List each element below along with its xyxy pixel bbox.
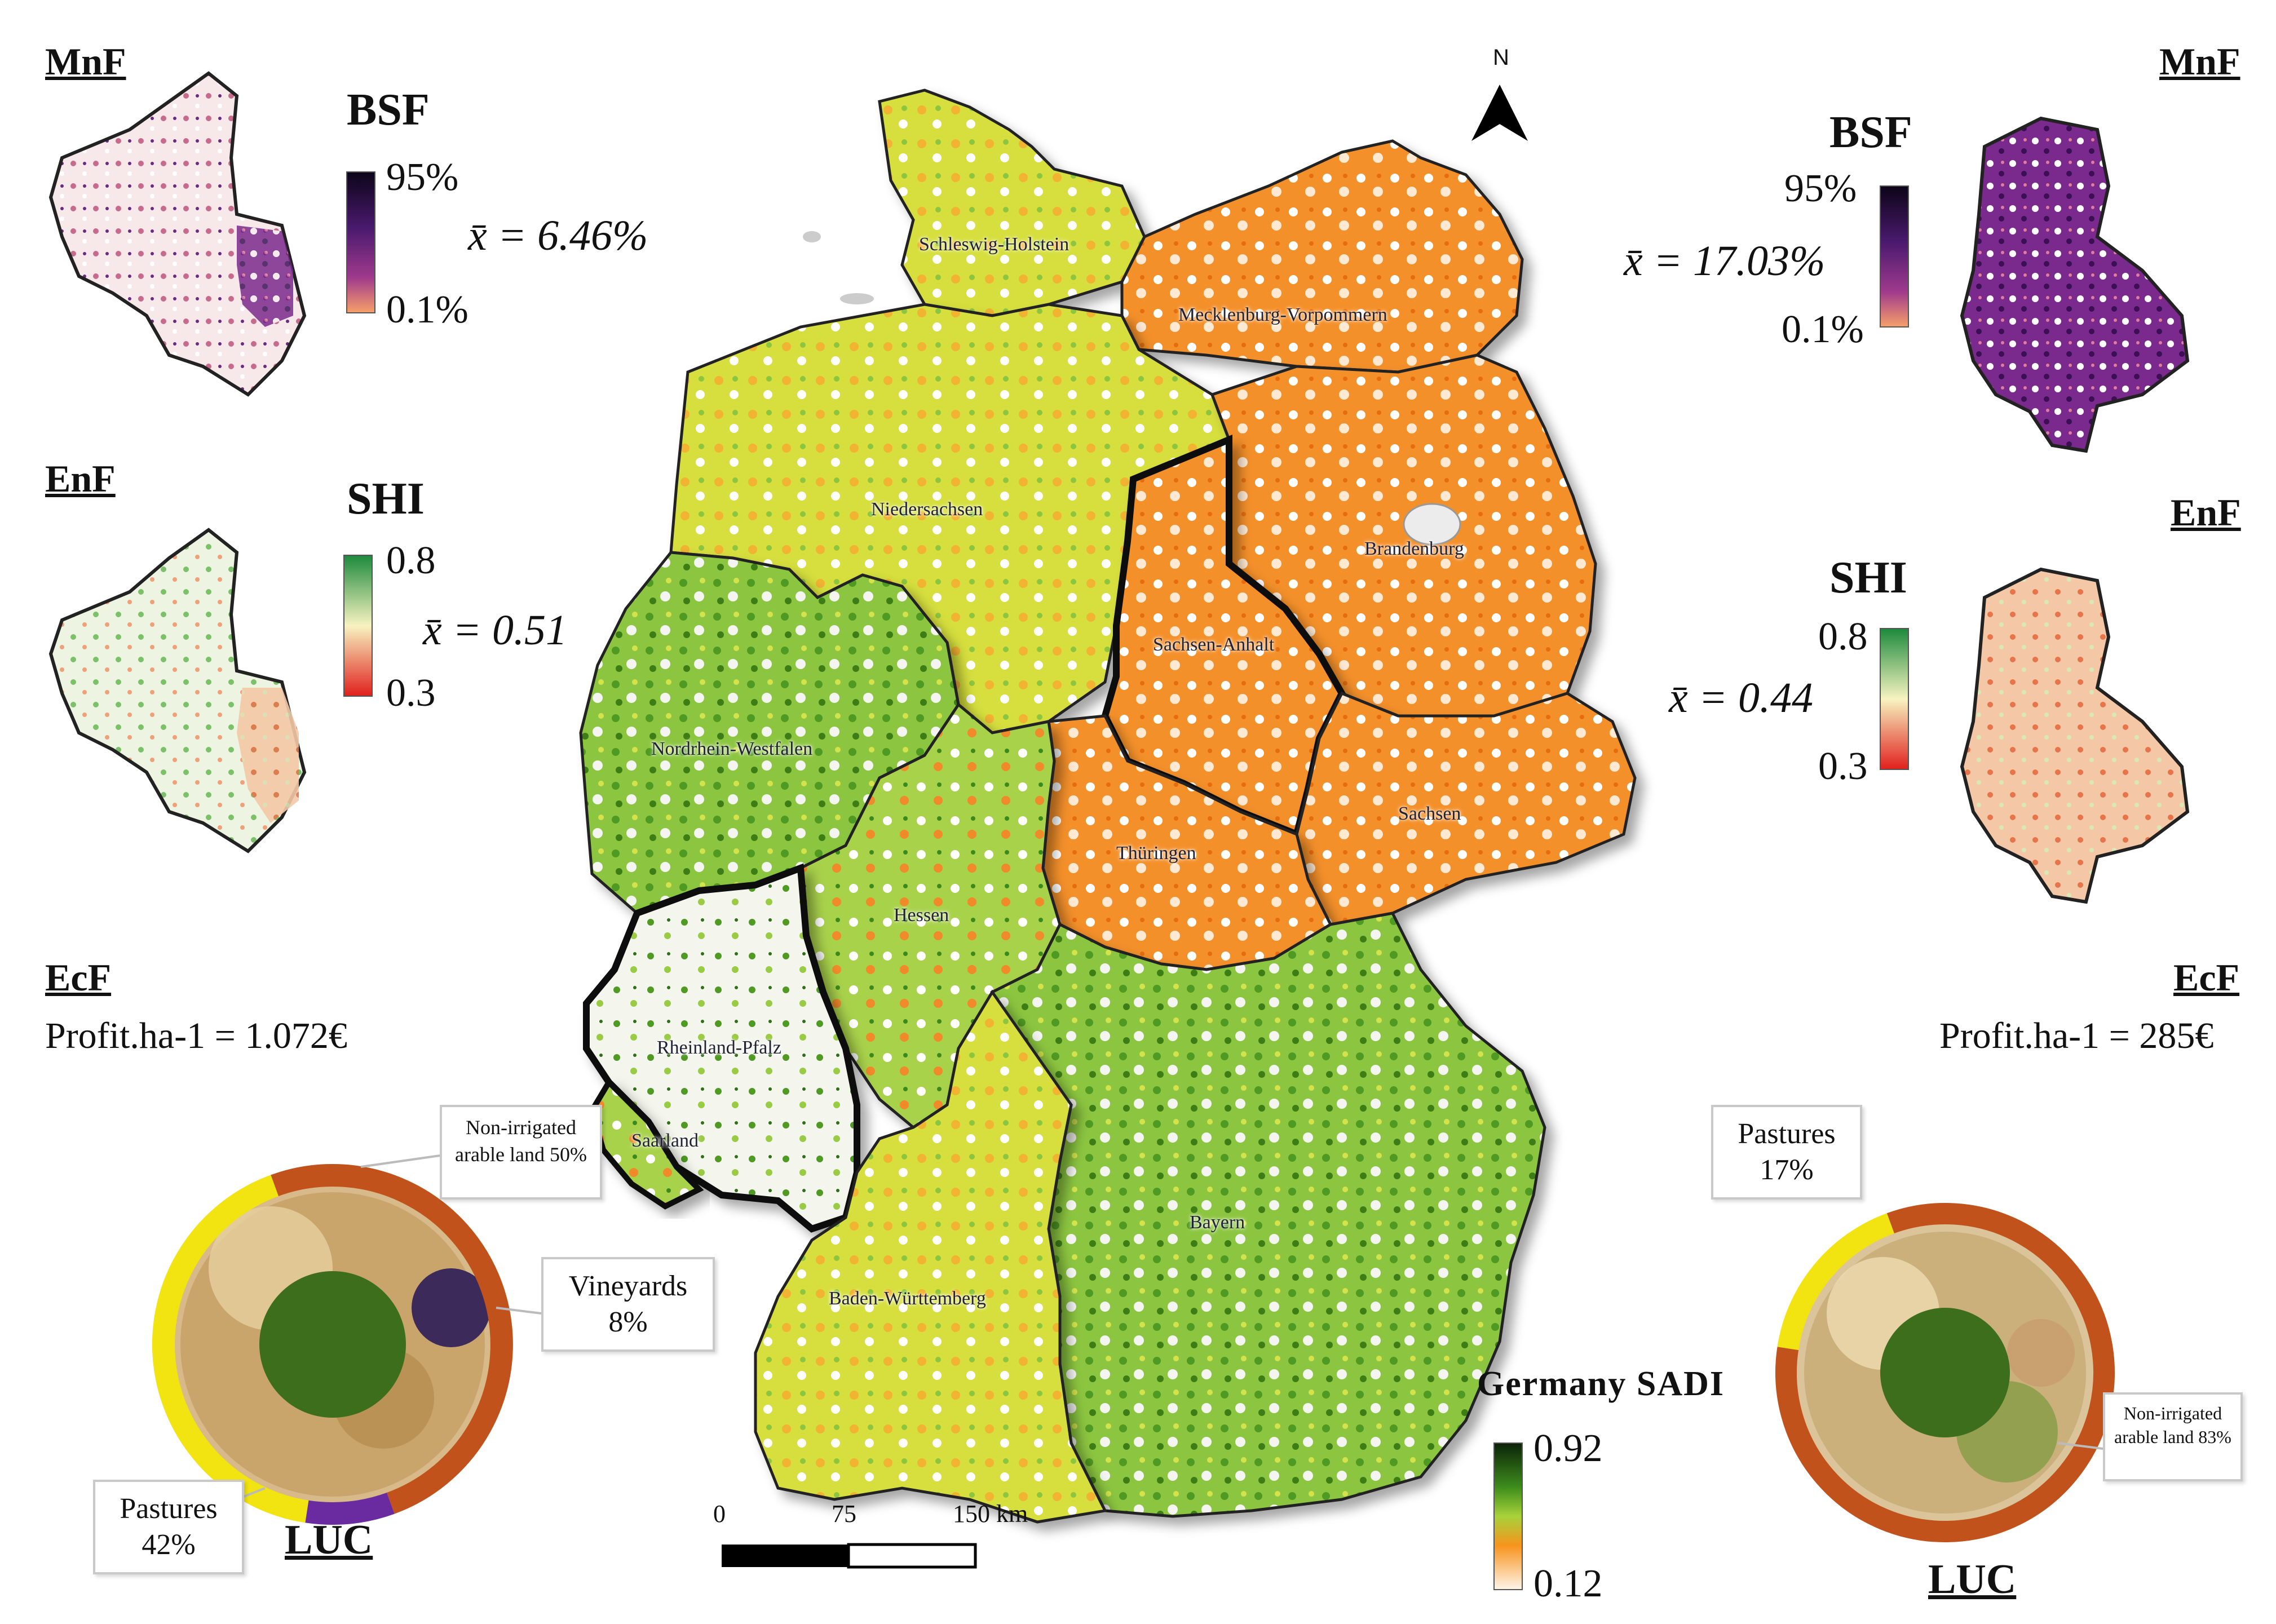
region-label-sachsen-anhalt: Sachsen-Anhalt xyxy=(1153,634,1275,655)
right-shi-colorbar xyxy=(1880,628,1909,770)
left-bsf-mean: x̄ = 6.46% xyxy=(468,212,648,259)
region-label-brandenburg: Brandenburg xyxy=(1364,538,1464,559)
right-mnf-heading: MnF xyxy=(2159,40,2240,83)
region-label-bayern: Bayern xyxy=(1190,1212,1245,1233)
right-bsf-max: 95% xyxy=(1784,167,1857,210)
region-mecklenburg-vorpommern xyxy=(1120,139,1524,374)
left-callout-vineyards: Vineyards 8% xyxy=(541,1257,715,1352)
right-callout-pastures-text: Pastures 17% xyxy=(1738,1118,1836,1186)
right-bsf-title: BSF xyxy=(1829,108,1912,157)
right-luc-heading: LUC xyxy=(1928,1556,2017,1603)
region-baden-wuerttemberg xyxy=(754,989,1107,1524)
region-label-niedersachsen: Niedersachsen xyxy=(871,499,983,520)
left-shi-min: 0.3 xyxy=(386,671,436,715)
donut-segment-vineyards xyxy=(305,1492,395,1525)
donut-segment-arable xyxy=(1775,1203,2115,1542)
region-label-schleswig-holstein: Schleswig-Holstein xyxy=(919,234,1070,255)
left-enf-heading: EnF xyxy=(45,457,116,500)
right-mnf-minimap xyxy=(1960,116,2190,453)
left-shi-colorbar xyxy=(343,555,373,697)
island-shape xyxy=(840,293,874,304)
north-label: N xyxy=(1493,45,1509,70)
region-rheinland-pfalz xyxy=(583,863,860,1233)
right-enf-heading: EnF xyxy=(2171,491,2241,534)
right-ecf-heading: EcF xyxy=(2173,956,2240,999)
right-shi-max: 0.8 xyxy=(1818,615,1868,658)
left-ecf-heading: EcF xyxy=(45,956,112,999)
sadi-legend-max: 0.92 xyxy=(1533,1427,1603,1470)
right-bsf-mean: x̄ = 17.03% xyxy=(1624,237,1826,285)
region-label-rheinland-pfalz: Rheinland-Pfalz xyxy=(657,1037,781,1058)
region-label-sachsen: Sachsen xyxy=(1398,803,1461,824)
region-label-nordrhein-westfalen: Nordrhein-Westfalen xyxy=(651,738,813,759)
left-luc-heading: LUC xyxy=(285,1517,373,1563)
left-mnf-minimap xyxy=(48,71,307,397)
north-arrow-icon xyxy=(1471,85,1528,141)
left-enf-low-area xyxy=(237,688,299,823)
right-bsf-colorbar xyxy=(1880,185,1909,328)
region-label-baden-wuerttemberg: Baden-Württemberg xyxy=(829,1288,986,1309)
left-shi-title: SHI xyxy=(347,474,425,524)
left-shi-max: 0.8 xyxy=(386,539,436,582)
left-callout-arable: Non-irrigated arable land 50% xyxy=(440,1105,602,1200)
scale-bar xyxy=(722,1543,977,1569)
region-schleswig-holstein xyxy=(878,88,1146,317)
sadi-legend-min: 0.12 xyxy=(1533,1562,1603,1605)
region-bayern xyxy=(990,911,1546,1518)
berlin-enclave xyxy=(1403,503,1461,546)
region-label-saarland: Saarland xyxy=(631,1130,699,1151)
scale-label-75: 75 xyxy=(832,1500,856,1528)
right-luc-donut xyxy=(1775,1203,2115,1542)
right-shi-min: 0.3 xyxy=(1818,745,1868,788)
left-callout-arable-text: Non-irrigated arable land 50% xyxy=(455,1116,587,1166)
leader-line xyxy=(2057,1442,2103,1450)
left-bsf-colorbar xyxy=(346,171,375,313)
left-callout-pastures: Pastures 42% xyxy=(93,1480,244,1574)
region-label-mecklenburg-vorpommern: Mecklenburg-Vorpommern xyxy=(1178,304,1387,325)
left-mnf-dense-area xyxy=(237,225,293,327)
scale-label-150: 150 km xyxy=(953,1500,1028,1528)
donut-segment-arable xyxy=(271,1164,512,1514)
left-callout-pastures-text: Pastures 42% xyxy=(120,1493,218,1561)
left-bsf-title: BSF xyxy=(347,85,430,135)
left-bsf-min: 0.1% xyxy=(386,288,469,331)
right-shi-mean: x̄ = 0.44 xyxy=(1669,674,1814,722)
leader-line xyxy=(496,1307,542,1315)
left-callout-vineyards-text: Vineyards 8% xyxy=(568,1270,688,1338)
right-callout-arable-text: Non-irrigated arable land 83% xyxy=(2114,1403,2231,1447)
left-mnf-heading: MnF xyxy=(45,40,126,83)
scale-label-0: 0 xyxy=(713,1500,726,1528)
region-sachsen xyxy=(1295,691,1637,926)
right-enf-minimap xyxy=(1960,567,2190,904)
left-luc-donut xyxy=(152,1164,513,1525)
sadi-colorbar xyxy=(1493,1442,1523,1590)
region-label-hessen: Hessen xyxy=(894,905,949,926)
sadi-legend-title: Germany SADI xyxy=(1477,1365,1725,1403)
left-profit: Profit.ha-1 = 1.072€ xyxy=(45,1015,347,1056)
left-bsf-max: 95% xyxy=(386,156,459,199)
left-shi-mean: x̄ = 0.51 xyxy=(423,607,568,654)
right-callout-arable: Non-irrigated arable land 83% xyxy=(2103,1392,2243,1481)
right-bsf-min: 0.1% xyxy=(1782,308,1864,351)
region-label-thueringen: Thüringen xyxy=(1116,843,1196,864)
donut-segment-pastures xyxy=(1777,1213,1894,1351)
right-shi-title: SHI xyxy=(1829,553,1907,603)
island-shape xyxy=(803,231,821,242)
right-callout-pastures: Pastures 17% xyxy=(1711,1105,1862,1200)
right-profit: Profit.ha-1 = 285€ xyxy=(1939,1015,2214,1056)
leader-line xyxy=(360,1154,440,1168)
